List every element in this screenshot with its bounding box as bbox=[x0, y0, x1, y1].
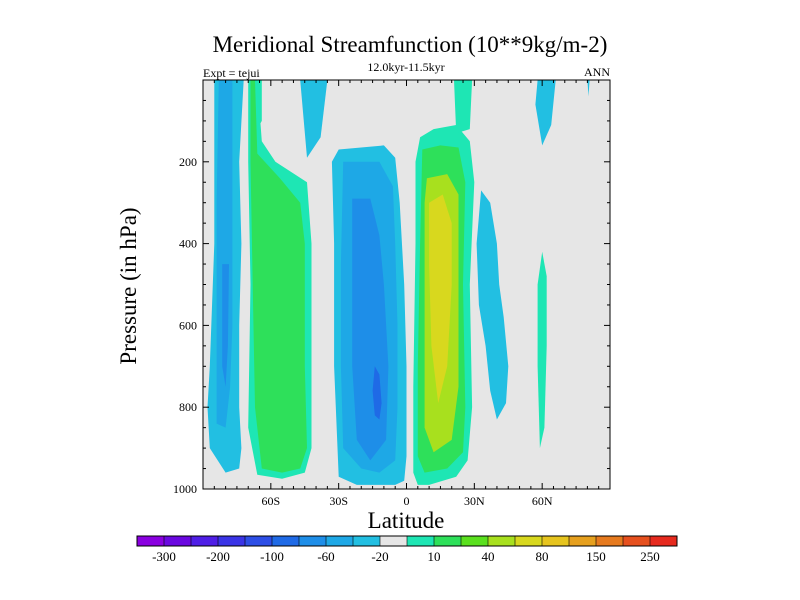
colorbar-label: 40 bbox=[482, 549, 495, 564]
x-tick-label: 60S bbox=[261, 494, 280, 508]
experiment-label: Expt = tejui bbox=[203, 66, 260, 80]
contour-region-nh-cyan-band bbox=[535, 80, 556, 146]
y-tick-label: 600 bbox=[179, 318, 197, 332]
colorbar-label: -100 bbox=[260, 549, 284, 564]
colorbar-swatch bbox=[137, 536, 165, 546]
contour-region-nh-edge-sliver bbox=[587, 80, 590, 97]
colorbar-label: 250 bbox=[640, 549, 660, 564]
x-tick-label: 30N bbox=[464, 494, 485, 508]
colorbar-swatch bbox=[191, 536, 219, 546]
colorbar-swatch bbox=[650, 536, 678, 546]
colorbar-label: 10 bbox=[428, 549, 441, 564]
colorbar-swatch bbox=[380, 536, 408, 546]
contour-fill-layer bbox=[207, 80, 590, 485]
y-axis-label: Pressure (in hPa) bbox=[116, 207, 141, 364]
colorbar-swatch bbox=[353, 536, 381, 546]
contour-region-hadley-sh-core bbox=[372, 366, 382, 420]
colorbar-label: -300 bbox=[152, 549, 176, 564]
contour-region-ferrel-green-inner bbox=[250, 80, 307, 473]
colorbar-label: -60 bbox=[317, 549, 334, 564]
x-tick-label: 30S bbox=[329, 494, 348, 508]
contour-region-hadley-nh-core bbox=[429, 194, 452, 404]
colorbar-label: -200 bbox=[206, 549, 230, 564]
colorbar-swatch bbox=[434, 536, 462, 546]
season-label: ANN bbox=[584, 65, 610, 79]
x-tick-label: 0 bbox=[404, 494, 410, 508]
colorbar: -300 -200 -100 -60 -20 10 40 80 150 250 bbox=[136, 535, 678, 564]
colorbar-label: 150 bbox=[586, 549, 606, 564]
colorbar-frame bbox=[136, 535, 678, 547]
y-tick-label: 800 bbox=[179, 400, 197, 414]
axis-ticks: 60S 30S 0 30N 60N 200 400 600 800 1000 bbox=[173, 80, 610, 508]
colorbar-label: -20 bbox=[371, 549, 388, 564]
colorbar-swatch bbox=[272, 536, 300, 546]
x-tick-label: 60N bbox=[532, 494, 553, 508]
contour-region-top-green-strip-right bbox=[454, 80, 473, 134]
y-tick-label: 200 bbox=[179, 155, 197, 169]
contour-region-nh-cyan-teal bbox=[537, 251, 547, 449]
colorbar-swatch bbox=[569, 536, 597, 546]
colorbar-swatch bbox=[299, 536, 327, 546]
contour-region-southern-cell-core bbox=[222, 264, 229, 387]
contour-region-top-cyan-strip bbox=[300, 80, 328, 158]
y-tick-label: 400 bbox=[179, 237, 197, 251]
y-tick-label: 1000 bbox=[173, 482, 197, 496]
colorbar-swatch bbox=[407, 536, 435, 546]
colorbar-swatch bbox=[596, 536, 624, 546]
colorbar-swatch bbox=[164, 536, 192, 546]
colorbar-swatch bbox=[245, 536, 273, 546]
colorbar-label: 80 bbox=[536, 549, 549, 564]
contour-region-top-green-strip-left bbox=[257, 80, 262, 130]
colorbar-swatch bbox=[623, 536, 651, 546]
colorbar-swatch bbox=[326, 536, 354, 546]
colorbar-swatch bbox=[218, 536, 246, 546]
chart-title: Meridional Streamfunction (10**9kg/m-2) bbox=[213, 32, 608, 57]
x-axis-label: Latitude bbox=[368, 508, 445, 533]
colorbar-swatch bbox=[488, 536, 516, 546]
contour-region-southern-cell-inner bbox=[216, 80, 233, 428]
contour-region-nh-lobe-cyan bbox=[476, 190, 509, 420]
colorbar-swatch bbox=[542, 536, 570, 546]
chart-subtitle: 12.0kyr-11.5kyr bbox=[367, 60, 444, 74]
colorbar-swatch bbox=[515, 536, 543, 546]
colorbar-swatch bbox=[461, 536, 489, 546]
